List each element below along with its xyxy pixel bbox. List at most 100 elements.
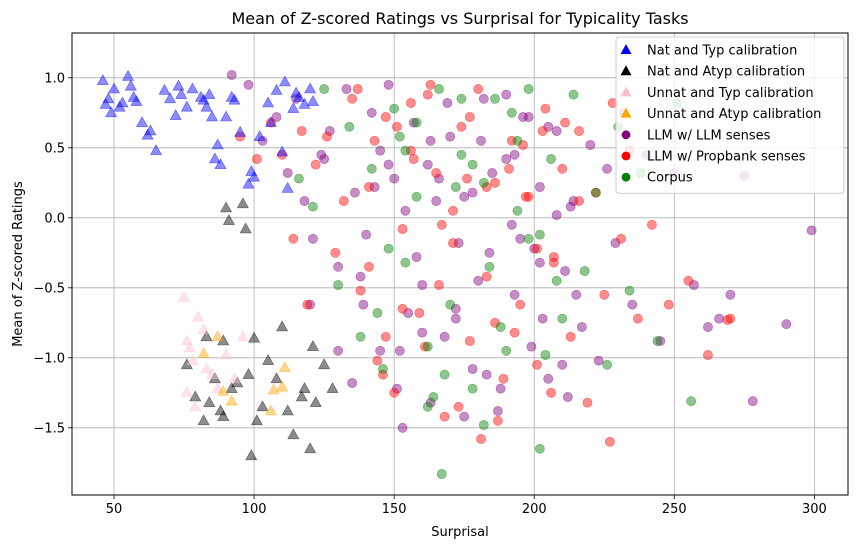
data-point xyxy=(267,383,280,395)
data-point xyxy=(476,434,486,444)
data-point xyxy=(551,126,562,136)
data-point xyxy=(400,145,411,156)
y-axis-title: Mean of Z-scored Ratings xyxy=(11,181,26,347)
data-point xyxy=(546,387,556,398)
data-point xyxy=(627,299,638,310)
data-point xyxy=(96,74,109,85)
y-tick-label: −1.0 xyxy=(33,351,65,366)
data-point xyxy=(411,191,422,202)
data-point xyxy=(523,191,534,202)
data-point xyxy=(495,383,506,394)
data-point xyxy=(436,219,447,230)
data-point xyxy=(417,280,428,290)
data-point xyxy=(276,320,289,332)
data-point xyxy=(287,102,300,113)
data-point xyxy=(222,214,235,225)
data-point xyxy=(467,187,478,198)
data-point xyxy=(248,170,261,182)
x-tick-label: 50 xyxy=(106,502,123,517)
data-point xyxy=(392,121,402,132)
data-point xyxy=(197,323,210,335)
data-point xyxy=(389,387,400,398)
data-point xyxy=(683,275,694,286)
data-point xyxy=(397,303,408,314)
data-point xyxy=(568,196,579,206)
data-point xyxy=(557,163,568,174)
data-point xyxy=(378,364,388,374)
data-point xyxy=(551,210,562,220)
legend-label: Unnat and Typ calibration xyxy=(647,86,814,101)
data-point xyxy=(492,406,503,416)
data-point xyxy=(141,128,154,140)
data-point xyxy=(464,336,475,346)
data-point xyxy=(487,168,498,178)
legend-marker xyxy=(620,44,632,54)
data-point xyxy=(703,322,713,332)
data-point xyxy=(506,135,517,146)
data-point xyxy=(243,79,254,90)
data-point xyxy=(428,392,439,402)
y-axis: −1.5 −1.0 −0.5 0.0 0.5 1.0 xyxy=(33,71,72,436)
data-point xyxy=(236,197,249,209)
legend-marker xyxy=(621,151,631,161)
data-point xyxy=(290,86,303,98)
data-point xyxy=(481,271,492,282)
data-point xyxy=(169,109,182,120)
data-point xyxy=(501,89,512,100)
data-point xyxy=(225,90,238,102)
data-point xyxy=(747,396,758,407)
data-point xyxy=(431,196,442,206)
data-point xyxy=(208,372,221,384)
data-point xyxy=(287,428,300,440)
data-point xyxy=(450,313,461,324)
data-point xyxy=(417,327,428,338)
data-point xyxy=(537,126,548,136)
data-point xyxy=(380,331,391,342)
data-point xyxy=(248,331,261,343)
data-point xyxy=(294,173,304,184)
data-point xyxy=(172,79,185,91)
data-point xyxy=(406,98,416,108)
data-point xyxy=(144,124,157,136)
data-point xyxy=(557,313,568,324)
y-tick-label: −1.5 xyxy=(33,421,65,436)
data-point xyxy=(369,135,380,146)
data-point xyxy=(565,201,576,212)
data-point xyxy=(319,154,330,164)
data-point xyxy=(574,126,584,136)
data-point xyxy=(206,110,219,122)
data-point xyxy=(228,372,241,384)
data-point xyxy=(305,299,316,310)
data-point xyxy=(481,369,492,380)
data-point xyxy=(686,396,697,407)
data-point xyxy=(276,380,289,392)
data-point xyxy=(462,173,472,184)
data-point xyxy=(422,341,433,352)
data-point xyxy=(355,331,366,342)
data-point xyxy=(389,103,400,114)
data-point xyxy=(725,313,736,324)
data-point xyxy=(408,117,419,128)
data-point xyxy=(366,107,377,118)
series-2 xyxy=(178,291,249,412)
legend-label: Nat and Typ calibration xyxy=(647,44,797,59)
x-axis-title: Surprisal xyxy=(431,525,488,540)
data-point xyxy=(512,135,523,146)
data-point xyxy=(164,92,177,104)
data-point xyxy=(364,182,374,192)
data-point xyxy=(127,90,140,102)
plot-frame xyxy=(71,32,849,496)
data-point xyxy=(725,289,736,300)
data-point xyxy=(534,443,545,454)
series-3 xyxy=(197,330,291,416)
data-point xyxy=(124,79,137,91)
data-point xyxy=(211,330,224,342)
legend-marker xyxy=(621,172,631,182)
data-point xyxy=(220,201,233,213)
data-point xyxy=(253,130,266,141)
legend-marker xyxy=(620,86,632,97)
data-point xyxy=(116,96,129,108)
data-point xyxy=(366,163,377,174)
data-point xyxy=(703,350,713,360)
data-point xyxy=(652,336,663,346)
